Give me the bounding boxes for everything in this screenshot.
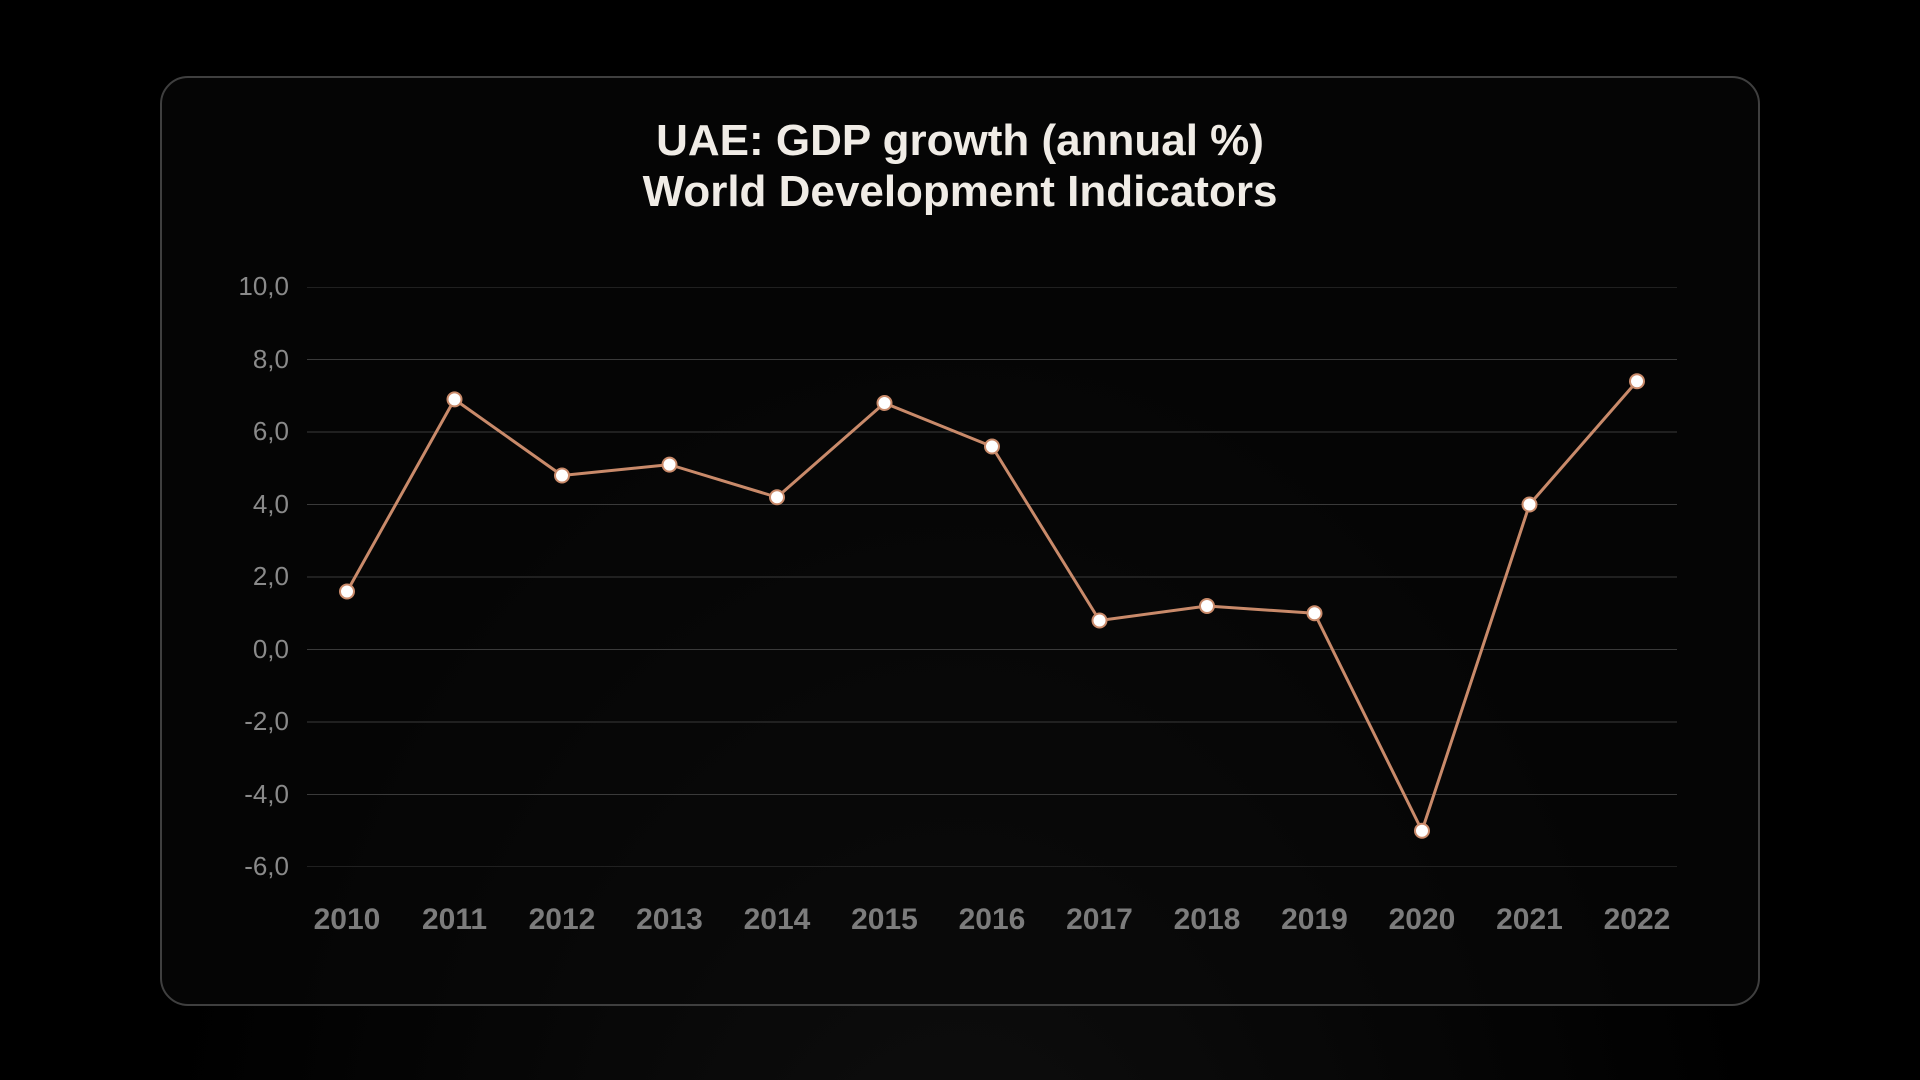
chart-plot-area xyxy=(307,287,1677,867)
x-tick-label: 2018 xyxy=(1174,903,1241,937)
x-tick-label: 2016 xyxy=(959,903,1026,937)
x-tick-label: 2015 xyxy=(851,903,918,937)
chart-title: UAE: GDP growth (annual %) World Develop… xyxy=(162,116,1758,217)
x-tick-label: 2020 xyxy=(1389,903,1456,937)
x-tick-label: 2022 xyxy=(1604,903,1671,937)
y-tick-label: 10,0 xyxy=(209,271,289,302)
x-tick-label: 2021 xyxy=(1496,903,1563,937)
y-tick-label: 6,0 xyxy=(209,416,289,447)
chart-title-line1: UAE: GDP growth (annual %) xyxy=(162,116,1758,167)
y-tick-label: 0,0 xyxy=(209,634,289,665)
y-tick-label: -2,0 xyxy=(209,706,289,737)
y-tick-label: -6,0 xyxy=(209,851,289,882)
y-tick-label: 8,0 xyxy=(209,344,289,375)
x-tick-label: 2011 xyxy=(422,903,487,937)
x-tick-label: 2013 xyxy=(636,903,703,937)
x-tick-label: 2012 xyxy=(529,903,596,937)
x-tick-label: 2014 xyxy=(744,903,811,937)
y-tick-label: -4,0 xyxy=(209,779,289,810)
chart-title-line2: World Development Indicators xyxy=(162,167,1758,218)
y-tick-label: 4,0 xyxy=(209,489,289,520)
x-tick-label: 2019 xyxy=(1281,903,1348,937)
y-tick-label: 2,0 xyxy=(209,561,289,592)
x-tick-label: 2010 xyxy=(314,903,381,937)
chart-panel: UAE: GDP growth (annual %) World Develop… xyxy=(160,76,1760,1006)
x-tick-label: 2017 xyxy=(1066,903,1133,937)
